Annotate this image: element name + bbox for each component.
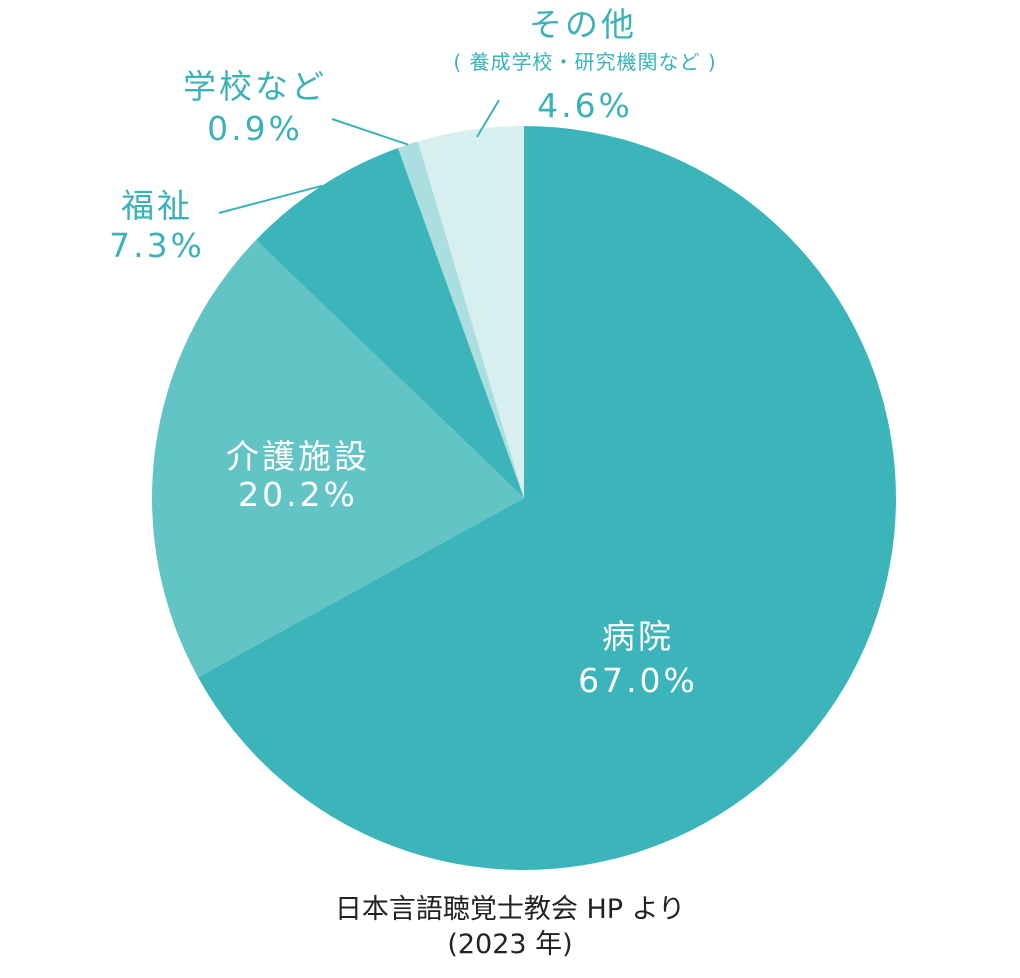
slice-value-gakkou: 0.9% [207, 109, 303, 148]
pie-slices [151, 126, 896, 871]
slice-value-sonota: 4.6% [537, 86, 633, 125]
slice-label-gakkou: 学校など [183, 67, 327, 106]
slice-label-fukushi: 福祉 [121, 186, 193, 225]
source-note: 日本言語聴覚士教会 HP より [335, 894, 685, 925]
slice-sublabel-sonota: ( 養成学校・研究機関など ) [453, 50, 716, 74]
slice-label-sonota: その他 [529, 5, 637, 44]
pie-slice-byouin [198, 126, 896, 871]
slice-value-kaigo: 20.2% [238, 475, 358, 514]
slice-label-kaigo: 介護施設 [226, 437, 370, 476]
source-year: (2023 年) [447, 929, 572, 960]
pie-slice-fukushi [256, 147, 524, 499]
pie-slice-sonota [417, 126, 524, 498]
pie-slice-kaigo [151, 239, 524, 678]
slice-value-fukushi: 7.3% [109, 226, 205, 265]
leader-line-sonota [476, 99, 500, 138]
leader-line-gakkou [331, 118, 409, 146]
slice-label-byouin: 病院 [602, 617, 674, 656]
pie-slice-gakkou [397, 141, 524, 498]
leader-line-fukushi [218, 184, 322, 214]
leader-lines [218, 99, 500, 214]
slice-value-byouin: 67.0% [578, 661, 698, 700]
